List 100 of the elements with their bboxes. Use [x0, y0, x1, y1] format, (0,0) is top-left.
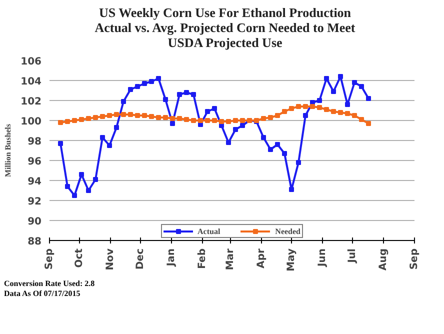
point [212, 118, 217, 123]
x-tick-label: Sep [44, 248, 55, 270]
point [121, 112, 126, 117]
y-tick-label: 100 [20, 116, 42, 128]
point [198, 118, 203, 123]
point [149, 114, 154, 119]
point [219, 119, 224, 124]
point [135, 84, 140, 89]
point [338, 110, 343, 115]
point [261, 135, 266, 140]
point [359, 84, 364, 89]
point [240, 123, 245, 128]
legend-label: Actual [198, 226, 220, 236]
point [275, 113, 280, 118]
y-tick-label: 90 [28, 216, 42, 228]
x-tick-label: Oct [74, 248, 85, 268]
point [79, 172, 84, 177]
point [65, 184, 70, 189]
x-tick-label: Mar [225, 248, 236, 270]
y-tick-label: 94 [28, 176, 42, 188]
y-tick-label: 98 [28, 136, 42, 148]
point [366, 96, 371, 101]
point [205, 118, 210, 123]
point [114, 125, 119, 130]
y-tick-label: 106 [20, 56, 42, 68]
point [233, 127, 238, 132]
text: Conversion Rate Used: 2.8 [4, 279, 95, 288]
point [184, 117, 189, 122]
point [107, 143, 112, 148]
text: Data As Of 07/17/2015 [4, 289, 80, 298]
point [72, 193, 77, 198]
point [142, 81, 147, 86]
point [107, 113, 112, 118]
point [156, 76, 161, 81]
y-axis-title: Million Bushels [4, 124, 13, 178]
point [331, 89, 336, 94]
point [170, 121, 175, 126]
point [142, 113, 147, 118]
point [93, 177, 98, 182]
x-tick-label: Aug [378, 248, 389, 271]
point [268, 147, 273, 152]
point [296, 160, 301, 165]
y-tick-label: 104 [20, 76, 42, 88]
point [58, 141, 63, 146]
x-tick-label: Sep [409, 248, 420, 270]
x-tick-label: Feb [197, 248, 208, 269]
point [352, 113, 357, 118]
point [128, 112, 133, 117]
point [121, 99, 126, 104]
point [156, 115, 161, 120]
point [345, 111, 350, 116]
point [93, 115, 98, 120]
point [114, 112, 119, 117]
point [191, 118, 196, 123]
point [317, 105, 322, 110]
point [240, 118, 245, 123]
point [163, 97, 168, 102]
point [296, 104, 301, 109]
x-tick-label: Apr [256, 248, 267, 268]
chart-title: US Weekly Corn Use For Ethanol Production Actual vs. Avg. Projected Corn Needed to Meet USDA Projected Use [94, 5, 356, 50]
point [303, 104, 308, 109]
point [310, 104, 315, 109]
point [352, 80, 357, 85]
point [79, 117, 84, 122]
point [72, 118, 77, 123]
y-tick-label: 88 [28, 236, 42, 248]
point [149, 79, 154, 84]
point [86, 188, 91, 193]
point [261, 116, 266, 121]
point [289, 106, 294, 111]
point [275, 142, 280, 147]
point [317, 98, 322, 103]
point [86, 116, 91, 121]
x-tick-label: Nov [105, 248, 116, 270]
point [226, 119, 231, 124]
point [366, 121, 371, 126]
point [170, 116, 175, 121]
point [338, 74, 343, 79]
point [345, 102, 350, 107]
x-tick-label: Jun [317, 248, 328, 268]
point [212, 106, 217, 111]
point [184, 90, 189, 95]
point [268, 115, 273, 120]
point [303, 113, 308, 118]
point [135, 113, 140, 118]
point [191, 92, 196, 97]
point [359, 117, 364, 122]
x-tick-label: Dec [135, 248, 146, 270]
point [282, 109, 287, 114]
point [233, 118, 238, 123]
point [100, 135, 105, 140]
point [324, 76, 329, 81]
y-tick-label: 102 [20, 96, 42, 108]
point [58, 120, 63, 125]
y-tick-label: 96 [28, 156, 42, 168]
point [331, 109, 336, 114]
point [205, 109, 210, 114]
point [128, 87, 133, 92]
point [282, 151, 287, 156]
point [177, 92, 182, 97]
